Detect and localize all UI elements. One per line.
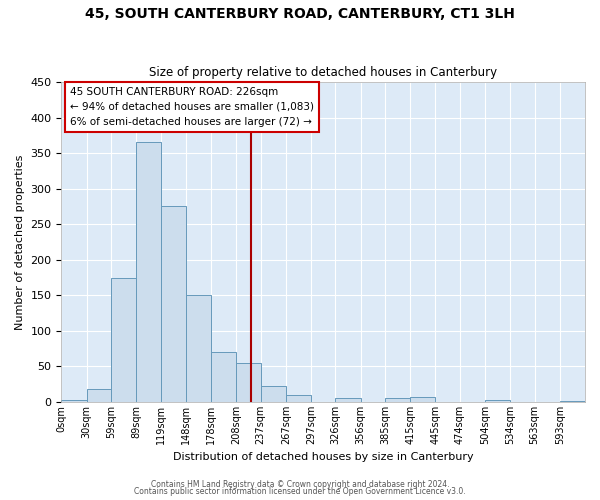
Bar — [136, 142, 161, 402]
X-axis label: Distribution of detached houses by size in Canterbury: Distribution of detached houses by size … — [173, 452, 473, 462]
Bar — [335, 398, 361, 402]
Title: Size of property relative to detached houses in Canterbury: Size of property relative to detached ho… — [149, 66, 497, 80]
Bar — [560, 400, 585, 402]
Bar — [260, 386, 286, 402]
Bar — [385, 398, 410, 402]
Bar — [111, 278, 136, 402]
Bar — [236, 363, 260, 402]
Bar — [211, 352, 236, 402]
Bar — [86, 389, 111, 402]
Bar — [161, 206, 186, 402]
Bar — [410, 397, 436, 402]
Y-axis label: Number of detached properties: Number of detached properties — [15, 154, 25, 330]
Bar — [186, 296, 211, 402]
Bar — [61, 400, 86, 402]
Bar — [485, 400, 510, 402]
Text: Contains public sector information licensed under the Open Government Licence v3: Contains public sector information licen… — [134, 487, 466, 496]
Text: Contains HM Land Registry data © Crown copyright and database right 2024.: Contains HM Land Registry data © Crown c… — [151, 480, 449, 489]
Text: 45 SOUTH CANTERBURY ROAD: 226sqm
← 94% of detached houses are smaller (1,083)
6%: 45 SOUTH CANTERBURY ROAD: 226sqm ← 94% o… — [70, 87, 314, 126]
Bar — [286, 395, 311, 402]
Text: 45, SOUTH CANTERBURY ROAD, CANTERBURY, CT1 3LH: 45, SOUTH CANTERBURY ROAD, CANTERBURY, C… — [85, 8, 515, 22]
